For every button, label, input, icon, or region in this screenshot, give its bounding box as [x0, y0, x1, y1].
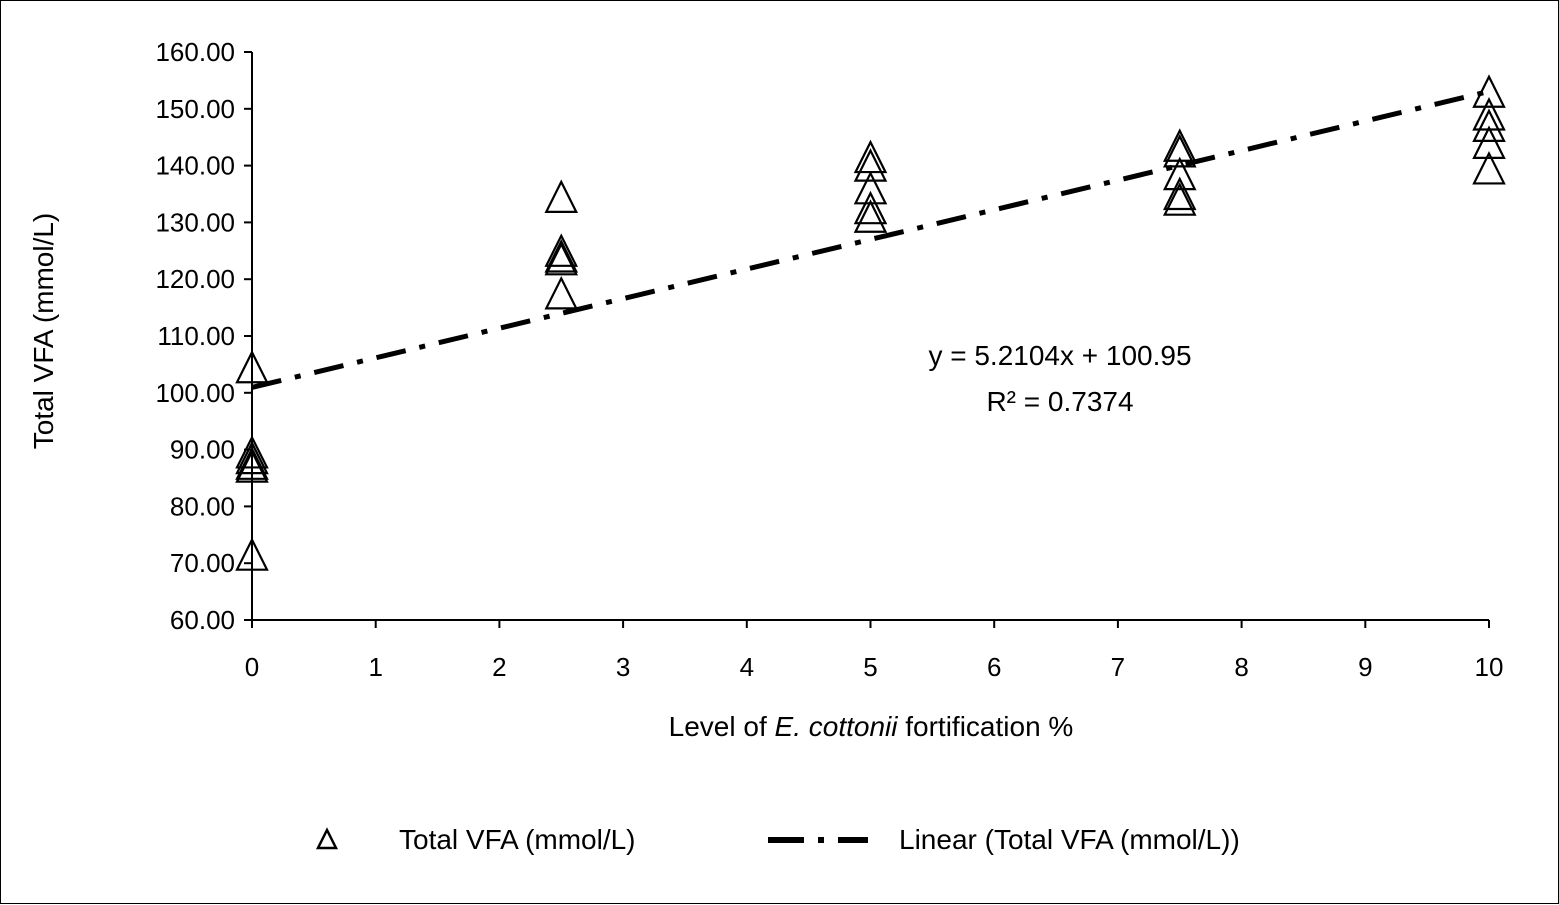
- axes: [251, 52, 1489, 621]
- x-axis-title: Level of E. cottonii fortification %: [669, 711, 1074, 742]
- y-tick-label: 90.00: [170, 435, 235, 465]
- x-axis-title-suffix: fortification %: [897, 711, 1073, 742]
- data-point-triangle: [235, 434, 269, 469]
- data-point-triangle: [1162, 133, 1197, 168]
- data-point-triangle: [853, 190, 888, 225]
- x-tick-label: 4: [740, 652, 754, 682]
- x-tick-label: 2: [492, 652, 506, 682]
- x-tick-label: 7: [1111, 652, 1125, 682]
- trendline-r-squared: R² = 0.7374: [986, 386, 1133, 417]
- data-point-triangle: [853, 148, 888, 182]
- trendline-layer: [251, 89, 1490, 390]
- x-tick-label: 8: [1234, 652, 1248, 682]
- x-tick-label: 3: [616, 652, 630, 682]
- data-point-triangle: [235, 349, 269, 384]
- x-axis-title-italic: E. cottonii: [775, 711, 899, 742]
- data-point-triangle: [544, 233, 579, 267]
- x-axis-ticks: 0 1 2 3 4 5 6 7 8 9 10: [245, 620, 1504, 682]
- data-point-triangle: [1472, 108, 1506, 142]
- y-tick-label: 100.00: [155, 378, 235, 408]
- y-tick-label: 130.00: [155, 207, 235, 237]
- data-point-triangle: [853, 170, 888, 205]
- x-tick-label: 10: [1475, 652, 1504, 682]
- data-point-triangle: [1162, 182, 1197, 216]
- data-point-triangle: [1472, 150, 1506, 185]
- data-point-triangle: [235, 449, 269, 483]
- x-tick-label: 9: [1358, 652, 1372, 682]
- y-tick-label: 140.00: [155, 151, 235, 181]
- data-point-triangle: [853, 139, 888, 174]
- data-point-triangle: [544, 241, 579, 276]
- x-tick-label: 1: [368, 652, 382, 682]
- y-axis-ticks: 60.00 70.00 80.00 90.00 100.00 110.00 120.00 13…: [155, 37, 252, 635]
- trendline: [251, 89, 1490, 390]
- legend-triangle-marker: [315, 827, 339, 850]
- legend: Total VFA (mmol/L) Linear (Total VFA (mm…: [315, 824, 1240, 855]
- data-point-triangle: [544, 239, 579, 273]
- y-tick-label: 60.00: [170, 605, 235, 635]
- data-points: [235, 74, 1506, 571]
- y-tick-label: 80.00: [170, 491, 235, 521]
- data-point-triangle: [1472, 97, 1506, 131]
- y-tick-label: 120.00: [155, 264, 235, 294]
- legend-label-series: Total VFA (mmol/L): [399, 824, 636, 855]
- legend-label-trendline: Linear (Total VFA (mmol/L)): [899, 824, 1240, 855]
- data-point-triangle: [1472, 74, 1506, 108]
- y-axis-title: Total VFA (mmol/L): [28, 213, 59, 450]
- x-tick-label: 5: [863, 652, 877, 682]
- data-point-triangle: [1162, 176, 1197, 211]
- trendline-equation: y = 5.2104x + 100.95: [928, 340, 1191, 371]
- data-point-triangle: [544, 179, 579, 213]
- y-tick-label: 150.00: [155, 94, 235, 124]
- data-point-triangle: [853, 199, 888, 233]
- x-tick-label: 0: [245, 652, 259, 682]
- x-axis-title-prefix: Level of: [669, 711, 775, 742]
- data-point-triangle: [235, 440, 269, 475]
- y-tick-label: 70.00: [170, 548, 235, 578]
- data-point-triangle: [235, 446, 269, 480]
- data-point-triangle: [235, 537, 269, 571]
- data-point-triangle: [1472, 125, 1506, 159]
- y-tick-label: 160.00: [155, 37, 235, 67]
- x-tick-label: 6: [987, 652, 1001, 682]
- data-point-triangle: [544, 275, 579, 310]
- y-tick-label: 110.00: [157, 321, 235, 351]
- data-point-triangle: [1162, 156, 1197, 191]
